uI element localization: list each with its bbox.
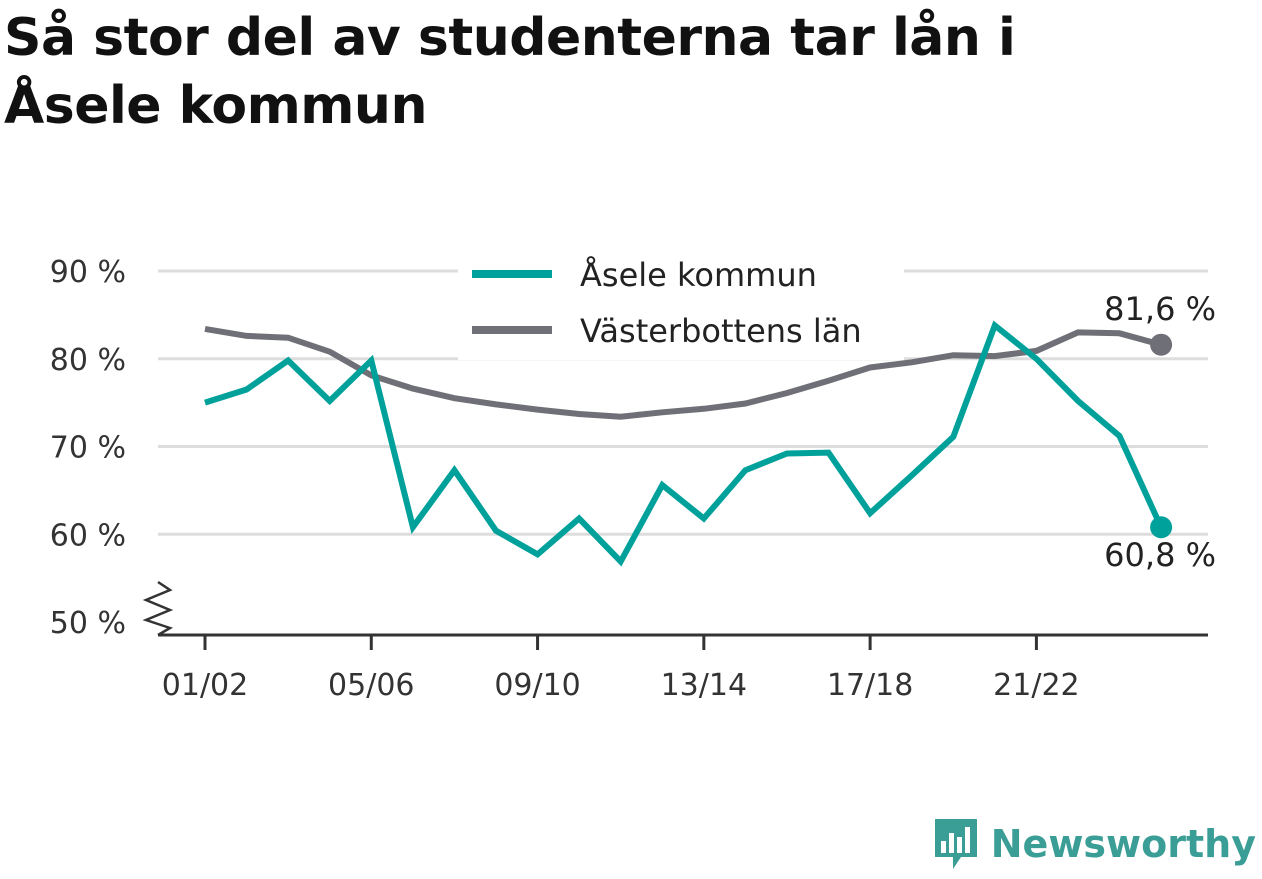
y-tick-label: 50 % xyxy=(50,606,126,641)
legend-label-vasterbotten: Västerbottens län xyxy=(580,312,862,350)
end-label-vasterbotten: 81,6 % xyxy=(1104,290,1216,328)
y-tick-label: 60 % xyxy=(50,518,126,553)
legend-background xyxy=(458,250,904,360)
series-line-asele xyxy=(204,320,1164,567)
newsworthy-logo: Newsworthy xyxy=(931,815,1256,873)
x-tick-label: 05/06 xyxy=(328,668,414,703)
end-point-vasterbotten xyxy=(1150,333,1173,356)
y-tick-label: 90 % xyxy=(50,255,126,290)
x-tick-label: 13/14 xyxy=(661,668,747,703)
legend-label-asele: Åsele kommun xyxy=(580,256,817,294)
legend: Åsele kommun Västerbottens län xyxy=(458,250,904,360)
x-tick-label: 21/22 xyxy=(993,668,1079,703)
x-tick-label: 17/18 xyxy=(827,668,913,703)
y-axis-break-marker xyxy=(142,580,174,637)
y-tick-label: 70 % xyxy=(50,431,126,466)
x-tick-label: 09/10 xyxy=(494,668,580,703)
axes: 50 % 60 % 70 % 80 % 90 % 01/02 05/06 09/10 13/14… xyxy=(50,255,1208,703)
series-line-vasterbotten xyxy=(204,325,1162,420)
chart-title: Så stor del av studenterna tar lån i Åse… xyxy=(4,8,1016,136)
x-tick-label: 01/02 xyxy=(162,668,248,703)
y-tick-label: 80 % xyxy=(50,343,126,378)
logo-text: Newsworthy xyxy=(990,822,1256,866)
series-lines xyxy=(204,320,1173,567)
end-point-asele xyxy=(1150,516,1173,539)
end-labels: 81,6 % 60,8 % xyxy=(1104,290,1216,574)
end-label-asele: 60,8 % xyxy=(1104,536,1216,574)
bar-chart-icon xyxy=(934,819,977,869)
